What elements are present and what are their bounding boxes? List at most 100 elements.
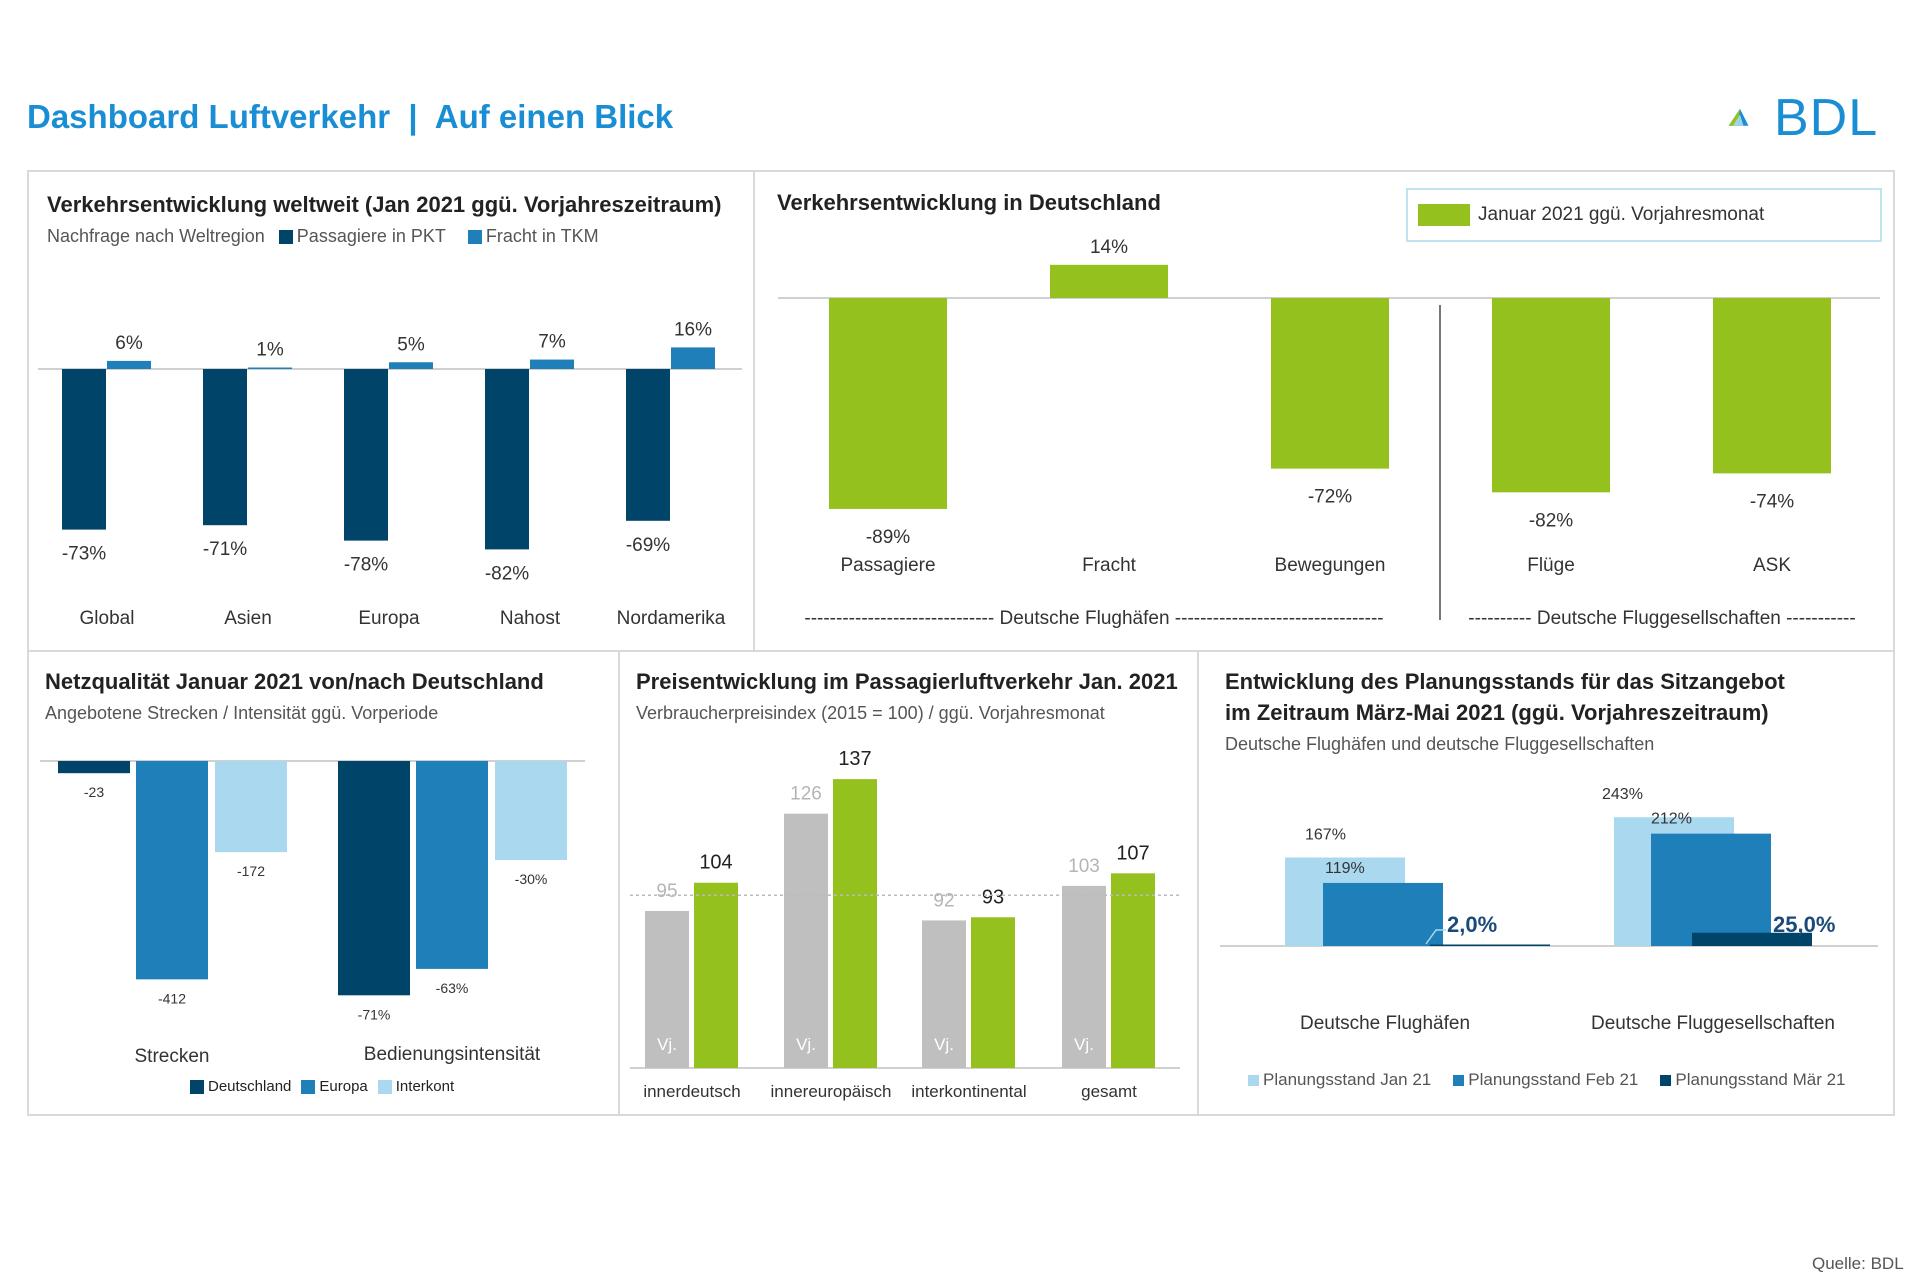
data-label: 1% <box>256 340 284 361</box>
bar-intensitaet-interkont <box>495 761 567 860</box>
data-label: -82% <box>1529 510 1573 531</box>
bar-vorjahr-innerdeutsch <box>645 911 689 1068</box>
label-leader-line <box>1425 929 1446 945</box>
legend-item-interkont: Interkont <box>377 1078 454 1095</box>
vj-label: Vj. <box>796 1035 816 1054</box>
data-label: 167% <box>1305 826 1346 843</box>
divider-bottom-1 <box>618 650 620 1116</box>
bar-feb21-0 <box>1323 882 1443 946</box>
data-label: -69% <box>626 535 670 556</box>
legend-swatch-dark-blue <box>278 229 293 244</box>
legend-swatch-light-blue <box>1248 1074 1259 1086</box>
panel5-title-line1: Entwicklung des Planungsstands für das S… <box>1225 669 1785 694</box>
data-label: -412 <box>158 990 186 1006</box>
bar-feb21-1 <box>1651 833 1771 946</box>
panel2-legend: Januar 2021 ggü. Vorjahresmonat <box>1406 188 1882 242</box>
data-label: 7% <box>538 332 566 353</box>
category-label: Bewegungen <box>1275 555 1386 576</box>
data-label: 126 <box>790 784 822 805</box>
data-label: 137 <box>838 748 871 770</box>
data-label: -72% <box>1308 487 1352 508</box>
category-label: Asien <box>224 608 272 629</box>
legend-item-passagiere: Passagiere in PKT <box>278 226 446 247</box>
data-label-highlight: 25,0% <box>1773 912 1835 937</box>
category-label: Nordamerika <box>617 608 726 629</box>
bar-vorjahr-innereuropäisch <box>784 813 828 1068</box>
category-label: interkontinental <box>911 1082 1026 1101</box>
legend-label: Planungsstand Feb 21 <box>1468 1070 1639 1089</box>
panel1-title: Verkehrsentwicklung weltweit (Jan 2021 g… <box>47 192 722 217</box>
panel3-legend: Deutschland Europa Interkont <box>190 1078 464 1095</box>
data-label: 14% <box>1090 237 1128 258</box>
data-label: -30% <box>515 871 548 887</box>
bar-passagiere-asien <box>203 369 247 526</box>
legend-item-jan: Planungsstand Jan 21 <box>1248 1070 1431 1090</box>
bar-jan2021-interkontinental <box>971 917 1015 1068</box>
panel5-title-line2: im Zeitraum März-Mai 2021 (ggü. Vorjahre… <box>1225 700 1769 725</box>
category-label: Fracht <box>1082 555 1137 576</box>
bar-fracht-europa <box>389 362 433 369</box>
bar-passagiere-nordamerika <box>626 369 670 521</box>
category-label: Europa <box>358 608 420 629</box>
category-label: Global <box>80 608 135 629</box>
legend-swatch-green <box>1418 204 1470 226</box>
legend-swatch-light-blue <box>377 1079 392 1094</box>
divider-top <box>753 170 755 652</box>
bar-vorjahr-gesamt <box>1062 885 1106 1068</box>
bar-strecken-europa <box>136 761 208 980</box>
divider-middle <box>27 650 1895 652</box>
legend-item-europa: Europa <box>301 1078 368 1095</box>
panel3-subtitle: Angebotene Strecken / Intensität ggü. Vo… <box>45 703 439 723</box>
category-label: Bedienungsintensität <box>364 1044 541 1065</box>
data-label: 5% <box>397 334 425 355</box>
group-label-airports: ------------------------------ Deutsche … <box>804 608 1383 629</box>
panel1-legend: Nachfrage nach Weltregion Passagiere in … <box>47 226 621 247</box>
data-label: 104 <box>699 852 732 874</box>
legend-swatch-dark-blue <box>190 1079 204 1094</box>
category-label: Strecken <box>135 1046 210 1067</box>
legend-item-feb: Planungsstand Feb 21 <box>1453 1070 1638 1090</box>
legend-label: Deutschland <box>208 1078 292 1095</box>
bar-jan2021-gesamt <box>1111 873 1155 1068</box>
category-label: Flüge <box>1527 555 1575 576</box>
data-label: -71% <box>358 1006 391 1022</box>
category-label: Deutsche Flughäfen <box>1300 1013 1470 1034</box>
bar-strecken-interkont <box>215 761 287 853</box>
bar-maer21-0 <box>1430 944 1550 946</box>
legend-label: Planungsstand Mär 21 <box>1675 1070 1846 1089</box>
panel5-subtitle: Deutsche Flughäfen und deutsche Fluggese… <box>1225 734 1655 754</box>
data-label: 103 <box>1068 856 1100 877</box>
bar-fracht <box>1050 264 1168 298</box>
bar-passagiere <box>829 298 947 509</box>
data-label: -74% <box>1750 491 1794 512</box>
bar-passagiere-europa <box>344 369 388 541</box>
bar-fracht-nahost <box>530 359 574 369</box>
category-label: Passagiere <box>840 555 935 576</box>
data-label: 107 <box>1116 842 1149 864</box>
page-title: Dashboard Luftverkehr | Auf einen Blick <box>27 98 674 135</box>
group-label-airlines: ---------- Deutsche Fluggesellschaften -… <box>1468 608 1855 629</box>
category-label: innerdeutsch <box>643 1082 740 1101</box>
legend-item-fracht: Fracht in TKM <box>467 226 599 247</box>
legend-label: Passagiere in PKT <box>296 226 446 246</box>
data-label: -23 <box>84 784 104 800</box>
bdl-logo-text: BDL <box>1774 89 1879 147</box>
bar-ask <box>1713 298 1831 474</box>
category-label: Nahost <box>500 608 561 629</box>
category-label: ASK <box>1753 555 1791 576</box>
bar-intensitaet-deutschland <box>338 761 410 996</box>
panel3-title: Netzqualität Januar 2021 von/nach Deutsc… <box>45 669 544 694</box>
data-label-highlight: 2,0% <box>1447 912 1497 937</box>
bar-fracht-nordamerika <box>671 347 715 369</box>
data-label: 6% <box>115 333 143 354</box>
bdl-logo-icon <box>1728 108 1749 126</box>
data-label: -63% <box>436 980 469 996</box>
bar-fracht-asien <box>248 367 292 369</box>
legend-label: Januar 2021 ggü. Vorjahresmonat <box>1478 204 1765 225</box>
data-label: -89% <box>866 527 910 548</box>
data-label: 92 <box>933 890 954 911</box>
vj-label: Vj. <box>657 1035 677 1054</box>
category-label: Deutsche Fluggesellschaften <box>1591 1013 1835 1034</box>
panel4-title: Preisentwicklung im Passagierluftverkehr… <box>636 669 1178 694</box>
bar-jan2021-innereuropäisch <box>833 779 877 1068</box>
